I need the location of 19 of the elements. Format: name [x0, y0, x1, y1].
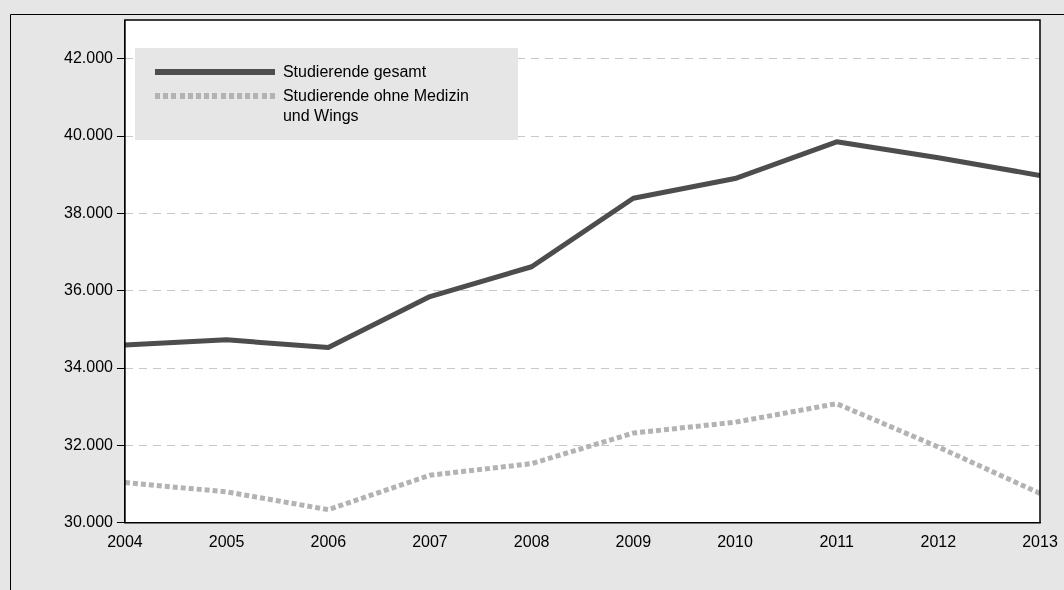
- y-tick-label: 38.000: [64, 203, 114, 221]
- y-tick-label: 34.000: [64, 358, 114, 376]
- x-tick-label: 2013: [1022, 532, 1058, 550]
- y-tick-label: 42.000: [64, 49, 114, 67]
- y-tick-label: 36.000: [64, 281, 114, 299]
- y-tick-label: 32.000: [64, 435, 114, 453]
- x-tick-label: 2008: [513, 532, 550, 550]
- x-tick-label: 2006: [310, 532, 347, 550]
- x-tick-label: 2005: [208, 532, 245, 550]
- legend-label: Studierende ohne Medizin und Wings: [282, 86, 470, 126]
- legend-label: Studierende gesamt: [282, 62, 428, 82]
- x-tick-label: 2011: [819, 532, 854, 550]
- x-tick-label: 2009: [615, 532, 652, 550]
- x-tick-label: 2010: [717, 532, 753, 550]
- y-tick-label: 40.000: [64, 126, 114, 144]
- x-tick-label: 2007: [412, 532, 448, 550]
- x-tick-label: 2004: [107, 532, 143, 550]
- x-tick-label: 2012: [920, 532, 957, 550]
- y-tick-label: 30.000: [64, 513, 114, 531]
